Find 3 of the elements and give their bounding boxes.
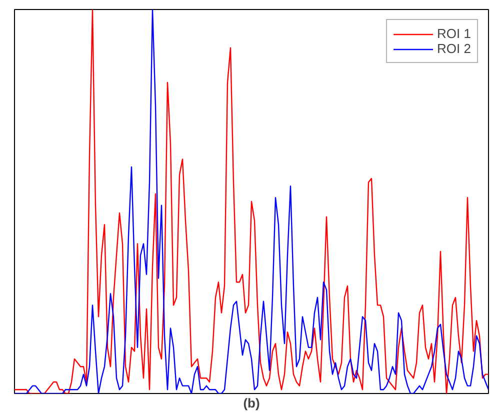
legend-label: ROI 2 xyxy=(437,41,471,56)
x-axis-title: (b) xyxy=(243,396,260,410)
legend-label: ROI 1 xyxy=(437,26,471,41)
